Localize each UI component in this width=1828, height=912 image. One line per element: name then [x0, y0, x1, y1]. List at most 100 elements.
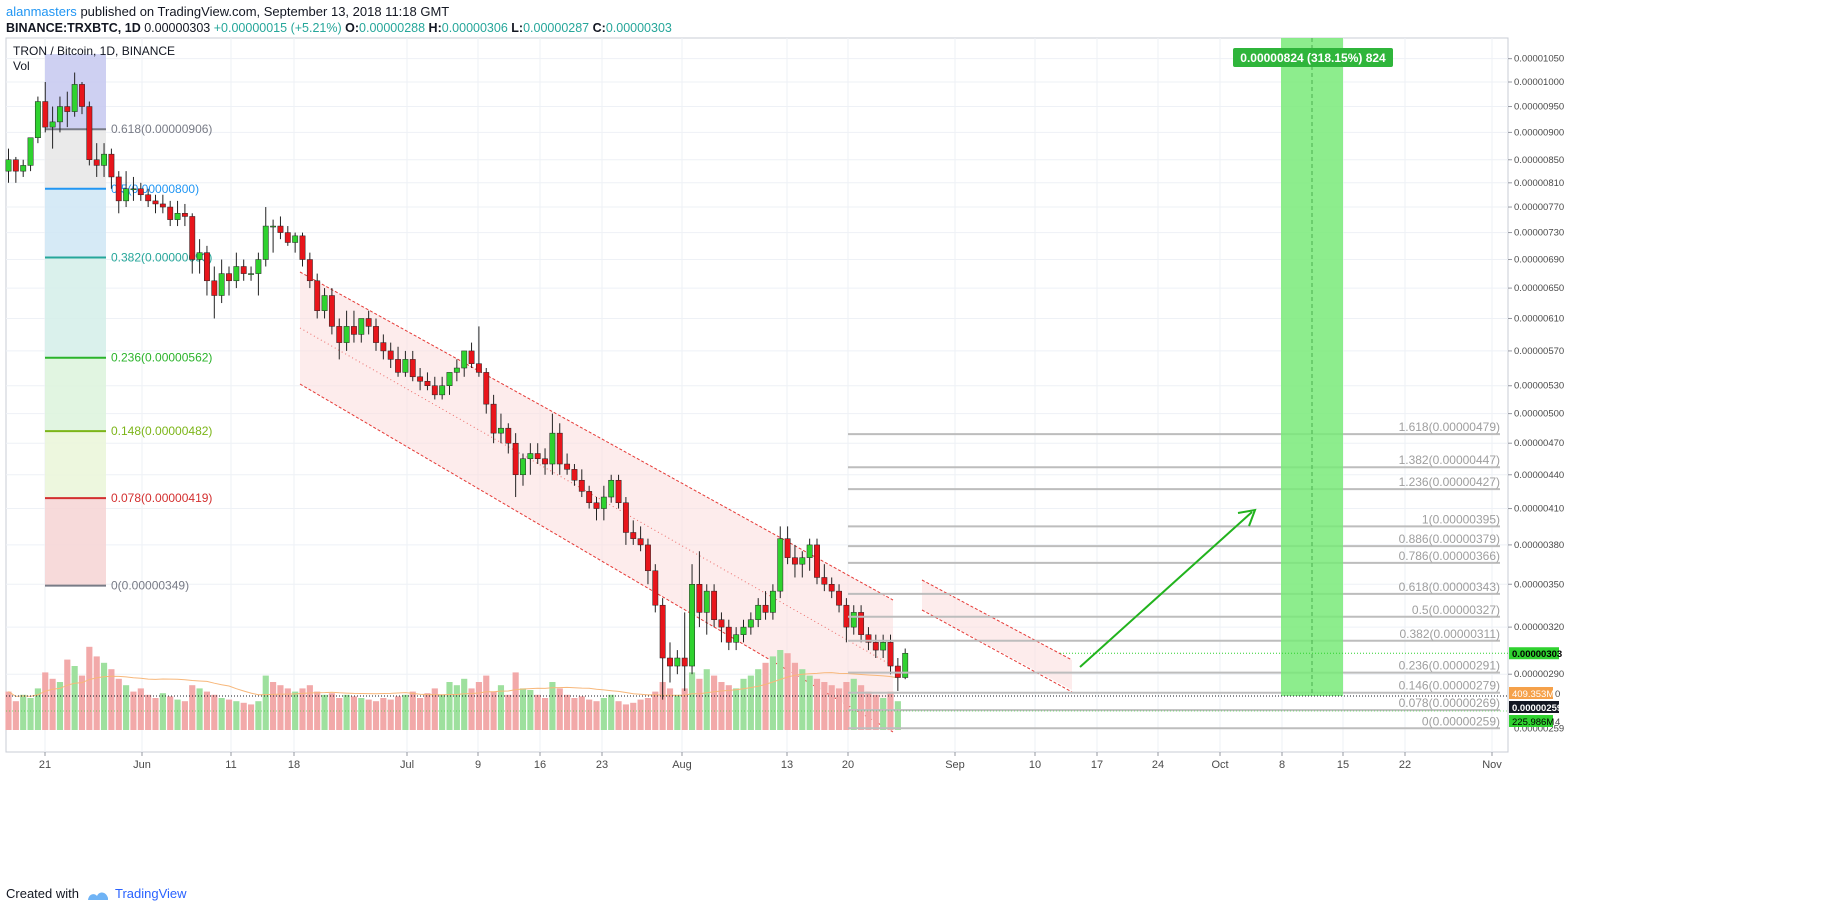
y-tick-label: 0.00000410 [1514, 504, 1564, 515]
y-tick-label: 0.00000810 [1514, 178, 1564, 189]
volume-bar [431, 688, 438, 730]
x-tick-label: 13 [781, 759, 793, 771]
candle [204, 245, 210, 296]
candle [762, 591, 769, 620]
candle [42, 82, 49, 133]
candle [769, 584, 776, 620]
candle-body [902, 652, 909, 678]
fib-left-zone [45, 257, 106, 358]
x-tick-label: 17 [1091, 759, 1103, 771]
fib-right-label: 0.382(0.00000311) [1399, 627, 1500, 641]
volume-bar [284, 688, 291, 730]
volume-bar [424, 693, 431, 730]
target-label: 0.00000824 (318.15%) 824 [1240, 51, 1386, 65]
candle [49, 106, 56, 149]
candle-body [115, 176, 122, 202]
candle [549, 413, 556, 475]
low-price-tag: 0.00000259 [1512, 703, 1562, 714]
candle [880, 634, 887, 658]
fib-extension: 1.618(0.00000479) 1.382(0.00000447) 1.236(… [848, 420, 1500, 730]
candle-body [240, 266, 247, 274]
x-tick-label: Jul [400, 759, 414, 771]
candle-body [461, 350, 468, 369]
candle-body [520, 458, 526, 476]
candle-body [181, 213, 188, 217]
candle-body [806, 544, 813, 558]
candle [446, 372, 453, 395]
volume-bar [189, 685, 196, 730]
candle-body [564, 463, 571, 470]
volume-bar [556, 688, 563, 730]
candle-body [718, 619, 725, 628]
candle [167, 200, 174, 227]
candle-body [321, 295, 328, 311]
volume-bar [277, 685, 284, 730]
volume-bar [622, 704, 629, 730]
candle [674, 650, 681, 675]
volume-bar [42, 672, 49, 730]
candle-body [637, 538, 644, 546]
candle-body [130, 188, 137, 191]
fib-right-label: 0.078(0.00000269) [1399, 696, 1500, 710]
candle [718, 612, 725, 643]
tradingview-link[interactable]: TradingView [115, 886, 187, 901]
candle [196, 239, 203, 274]
channel-mid-line [299, 327, 894, 667]
volume-bar [747, 675, 754, 730]
candle-body [79, 84, 85, 107]
volume-bar [784, 653, 791, 730]
candle [64, 91, 71, 128]
volume-bar [733, 688, 740, 730]
candle-body [27, 137, 34, 166]
volume-bar [387, 699, 394, 730]
tradingview-logo-icon [87, 892, 108, 900]
fib-right-label: 0.236(0.00000291) [1399, 659, 1500, 673]
candle-body [395, 359, 401, 373]
candle-body [123, 188, 130, 202]
x-tick-label: 16 [534, 759, 546, 771]
candle-body [277, 225, 284, 233]
fib-left-label: 0.382(0.00000693) [111, 250, 212, 264]
volume-bar [299, 688, 306, 730]
projection-arrow-line [1079, 511, 1253, 668]
fib-right-label: 1(0.00000395) [1422, 512, 1500, 526]
y-tick-label: 0.00000470 [1514, 438, 1564, 449]
candle-body [93, 159, 100, 166]
candle-body [725, 626, 732, 643]
candle-body [12, 159, 19, 172]
candle [189, 213, 196, 274]
candle-body [828, 584, 835, 592]
candles [5, 72, 909, 700]
candle-body [424, 380, 431, 386]
volume-bar [167, 696, 174, 730]
candle [233, 252, 240, 289]
candle [306, 252, 313, 289]
candle [556, 423, 563, 475]
candle [387, 342, 394, 369]
candle [645, 538, 651, 585]
volume-bar [174, 699, 181, 730]
volume-bar [483, 675, 490, 730]
candle-body [600, 496, 607, 509]
fib-left-zone [45, 431, 106, 499]
candle [858, 605, 865, 643]
candle-body [292, 235, 299, 243]
author-link[interactable]: alanmasters [6, 4, 77, 19]
candle-body [769, 590, 776, 613]
candle-body [586, 491, 593, 504]
candle [755, 598, 762, 628]
volume-bar [211, 694, 218, 730]
candle-body [711, 590, 718, 620]
x-tick-label: Oct [1211, 759, 1228, 771]
candle-body [512, 442, 519, 476]
candle-body [49, 121, 56, 128]
candle [358, 318, 365, 343]
candle [284, 226, 291, 246]
low-value: 0.00000287 [523, 21, 590, 35]
target-label-bg [1233, 48, 1393, 67]
volume-bar [512, 672, 519, 730]
volume-bar [718, 682, 725, 730]
candle [821, 564, 828, 592]
candle-body [865, 634, 872, 643]
